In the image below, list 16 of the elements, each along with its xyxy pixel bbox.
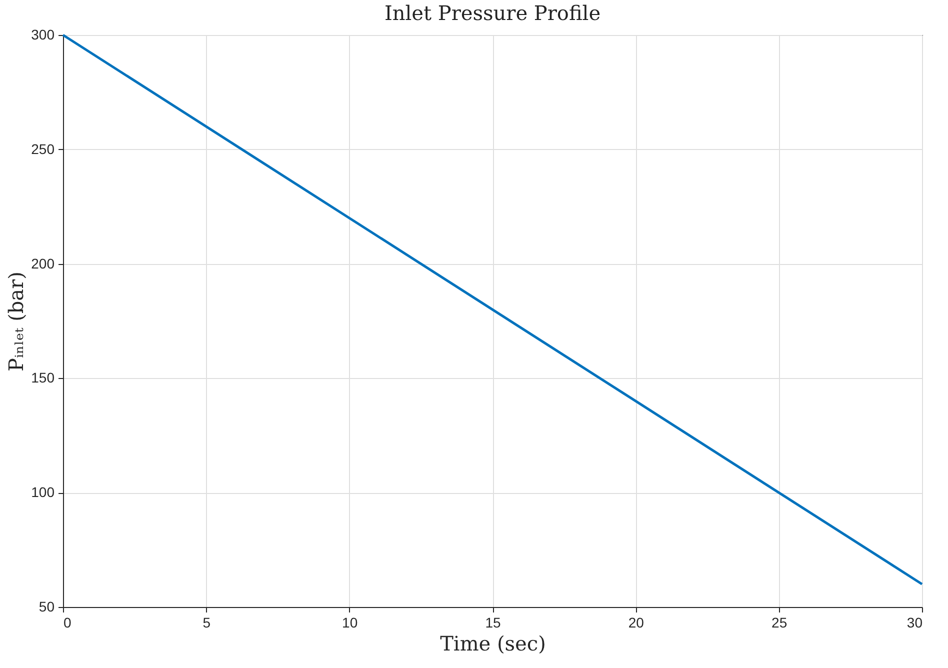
y-tick-label: 50: [38, 598, 55, 614]
x-tick-label: 20: [628, 614, 644, 630]
y-tick-label: 250: [31, 140, 55, 157]
y-tick-label: 150: [31, 370, 55, 386]
x-tick-label: 15: [485, 614, 501, 630]
y-tick-label: 100: [31, 484, 55, 500]
x-tick-label: 10: [342, 614, 358, 630]
chart-title: Inlet Pressure Profile: [384, 1, 601, 25]
x-tick-label: 5: [202, 614, 211, 630]
x-tick-label: 25: [772, 614, 788, 630]
x-axis-title: Time (sec): [440, 632, 546, 656]
y-axis-title: Pᵢₙₗₑₜ (bar): [4, 272, 28, 372]
y-tick-label: 200: [31, 255, 55, 272]
x-tick-label: 0: [64, 614, 72, 630]
y-tick-label: 300: [31, 26, 55, 42]
x-tick-label: 30: [906, 614, 923, 630]
